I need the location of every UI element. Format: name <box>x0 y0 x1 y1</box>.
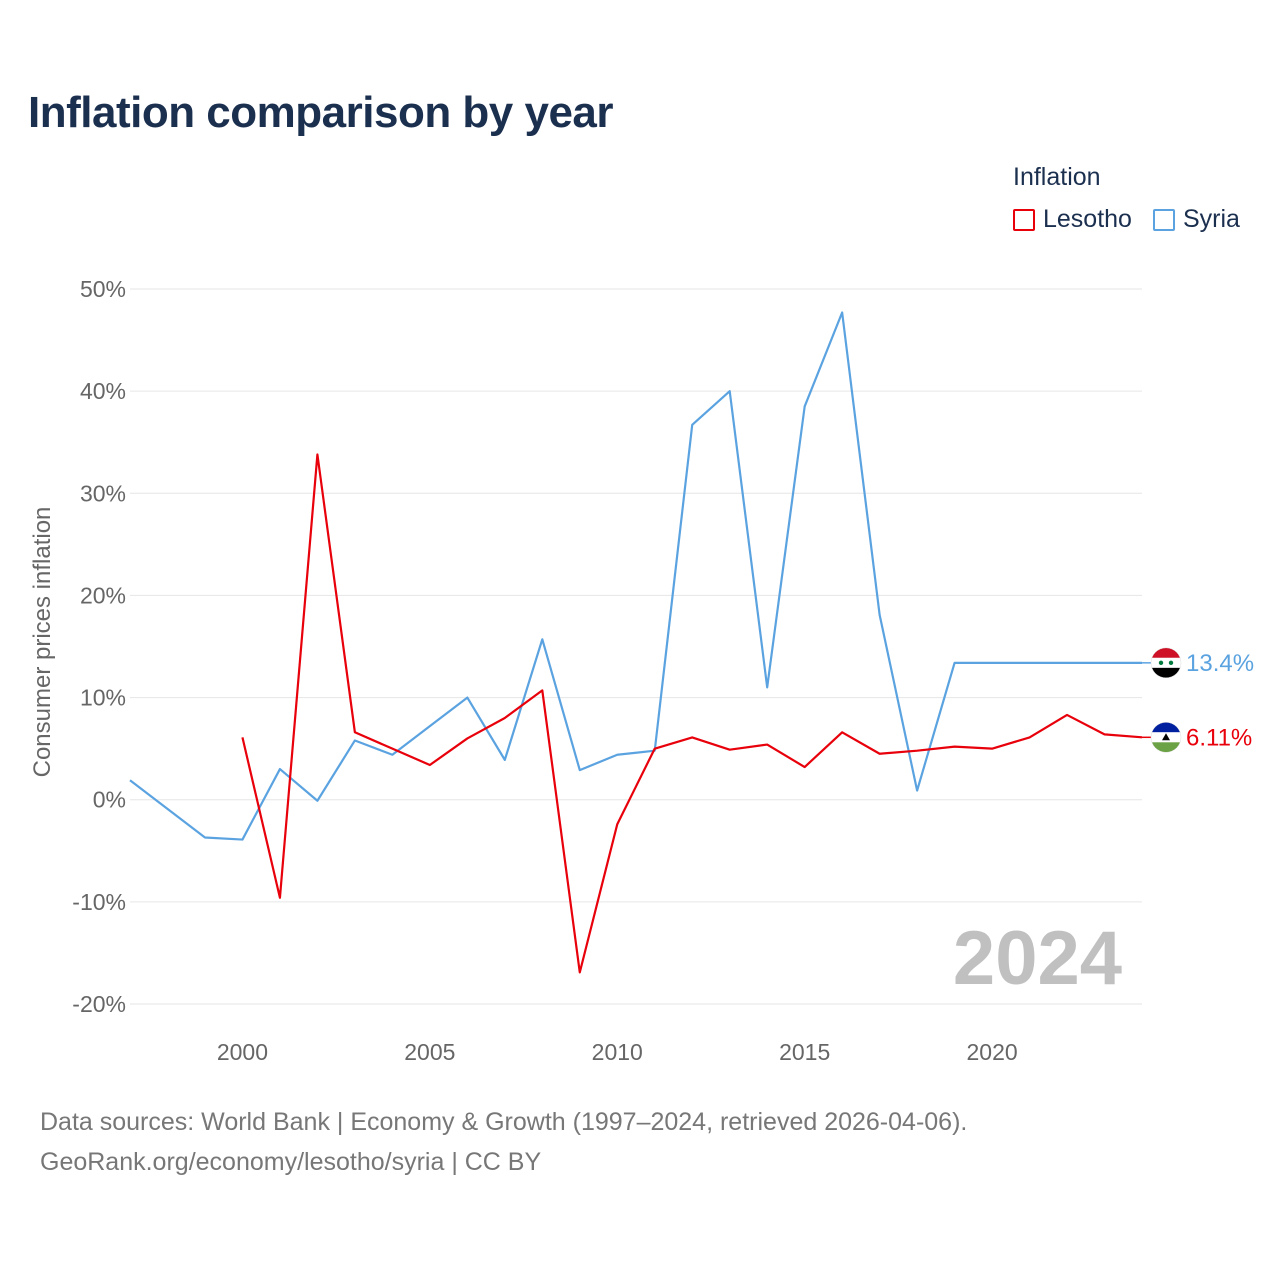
legend-label-lesotho: Lesotho <box>1043 205 1132 233</box>
series-line-syria[interactable] <box>129 311 1142 841</box>
legend-swatch-syria <box>1153 208 1175 231</box>
legend-item-lesotho[interactable]: Lesotho <box>1013 205 1132 234</box>
x-tick-label: 2005 <box>404 1039 455 1065</box>
y-tick-label: 40% <box>80 378 126 404</box>
x-tick-label: 2010 <box>592 1039 643 1065</box>
y-tick-label: 20% <box>80 582 126 608</box>
series-lines <box>129 311 1143 974</box>
y-tick-label: 50% <box>80 276 126 302</box>
y-axis-ticks: -20% -10% 0% 10% 20% 30% 40% 50% <box>72 276 126 1017</box>
legend-title: Inflation <box>1013 163 1101 191</box>
legend-item-syria[interactable]: Syria <box>1153 205 1240 234</box>
lesotho-flag-icon <box>1150 722 1182 753</box>
y-tick-label: 10% <box>80 685 126 711</box>
y-tick-label: -20% <box>72 991 126 1017</box>
end-markers: 13.4% 6.11% <box>1142 647 1254 753</box>
y-tick-label: 0% <box>93 787 126 813</box>
footer-url[interactable]: GeoRank.org/economy/lesotho/syria | CC B… <box>40 1148 542 1176</box>
syria-flag-icon <box>1150 647 1182 679</box>
end-label-syria: 13.4% <box>1186 650 1254 677</box>
x-tick-label: 2020 <box>966 1039 1017 1065</box>
x-axis-ticks: 2000 2005 2010 2015 2020 <box>217 1039 1018 1065</box>
y-tick-label: -10% <box>72 889 126 915</box>
y-tick-label: 30% <box>80 480 126 506</box>
end-label-lesotho: 6.11% <box>1186 724 1252 751</box>
year-watermark: 2024 <box>953 916 1122 1001</box>
legend-label-syria: Syria <box>1183 205 1240 233</box>
chart-title: Inflation comparison by year <box>28 88 614 137</box>
x-tick-label: 2000 <box>217 1039 268 1065</box>
grid-lines <box>130 288 1142 1005</box>
legend-swatch-lesotho <box>1013 208 1035 231</box>
series-line-lesotho[interactable] <box>241 453 1143 974</box>
footer-sources: Data sources: World Bank | Economy & Gro… <box>40 1108 968 1136</box>
x-tick-label: 2015 <box>779 1039 830 1065</box>
y-axis-label: Consumer prices inflation <box>29 507 56 778</box>
